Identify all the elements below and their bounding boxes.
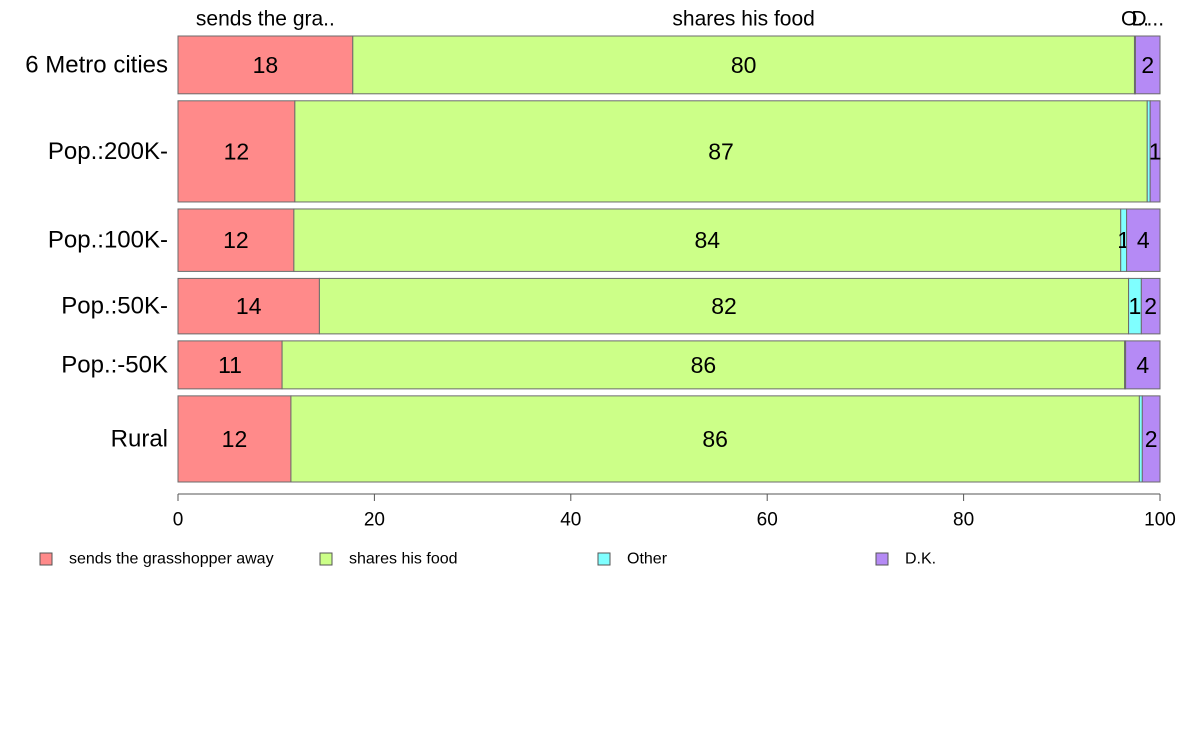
row-label: Pop.:50K-	[61, 293, 168, 320]
legend-swatch	[319, 552, 333, 566]
data-label: 14	[236, 293, 262, 319]
legend-swatch	[597, 552, 611, 566]
bar-segment	[177, 340, 283, 390]
series-top-label: sends the gra..	[196, 8, 335, 31]
legend-swatch	[39, 552, 53, 566]
data-label: 2	[1145, 426, 1158, 452]
series-top-label: shares his food	[672, 8, 814, 31]
row-label: Pop.:100K-	[48, 227, 168, 254]
series-top-label: O..	[1121, 8, 1149, 31]
bar-segment	[177, 100, 296, 203]
x-tick-label: 20	[364, 510, 385, 531]
bar-segment	[1141, 395, 1161, 483]
bar-segment	[177, 277, 320, 335]
data-label: 86	[702, 426, 728, 452]
data-label: 80	[731, 52, 757, 78]
bar-segment	[1134, 35, 1161, 95]
data-label: 4	[1137, 227, 1150, 253]
bar-segment	[177, 395, 292, 483]
bar-segment	[294, 100, 1148, 203]
data-label: 1	[1149, 138, 1162, 164]
legend-label: Other	[627, 551, 668, 568]
bar-segment	[1140, 277, 1161, 335]
bar-segment	[1149, 100, 1161, 203]
data-label: 4	[1136, 352, 1149, 378]
bar-segment	[281, 340, 1126, 390]
data-label: 18	[253, 52, 279, 78]
legend-label: D.K.	[905, 551, 936, 568]
data-label: 11	[218, 352, 242, 378]
bar-segment	[1126, 208, 1161, 272]
data-label: 2	[1141, 52, 1154, 78]
x-tick-label: 40	[560, 510, 581, 531]
legend-swatch	[875, 552, 889, 566]
row-label: Pop.:-50K	[61, 351, 168, 378]
data-label: 2	[1144, 293, 1157, 319]
row-label: Pop.:200K-	[48, 138, 168, 165]
data-label: 86	[691, 352, 717, 378]
legend: sends the grasshopper away shares his foo…	[39, 551, 936, 568]
x-tick-label: 100	[1144, 510, 1176, 531]
bar-segment	[352, 35, 1135, 95]
data-label: 12	[222, 426, 248, 452]
data-label: 87	[708, 138, 734, 164]
bar-segment	[290, 395, 1140, 483]
x-axis: 0 20 40 60 80 100	[173, 493, 1176, 531]
x-tick-label: 0	[173, 510, 184, 531]
data-label: 1	[1129, 293, 1142, 319]
bar-segment	[318, 277, 1130, 335]
row-label: 6 Metro cities	[25, 51, 168, 78]
data-label: 12	[224, 138, 250, 164]
row-label: Rural	[111, 425, 168, 452]
data-label: 82	[711, 293, 737, 319]
data-label: 12	[223, 227, 249, 253]
bar-segment	[177, 208, 295, 272]
bar-segment	[1125, 340, 1161, 390]
bar-segment	[293, 208, 1122, 272]
series-top-labels: sends the gra.. shares his food O..D...	[196, 8, 1164, 31]
series-top-label: D...	[1131, 8, 1164, 31]
legend-label: sends the grasshopper away	[69, 551, 274, 568]
x-tick-label: 80	[953, 510, 974, 531]
x-tick-label: 60	[757, 510, 778, 531]
legend-label: shares his food	[349, 551, 458, 568]
data-label: 84	[695, 227, 721, 253]
